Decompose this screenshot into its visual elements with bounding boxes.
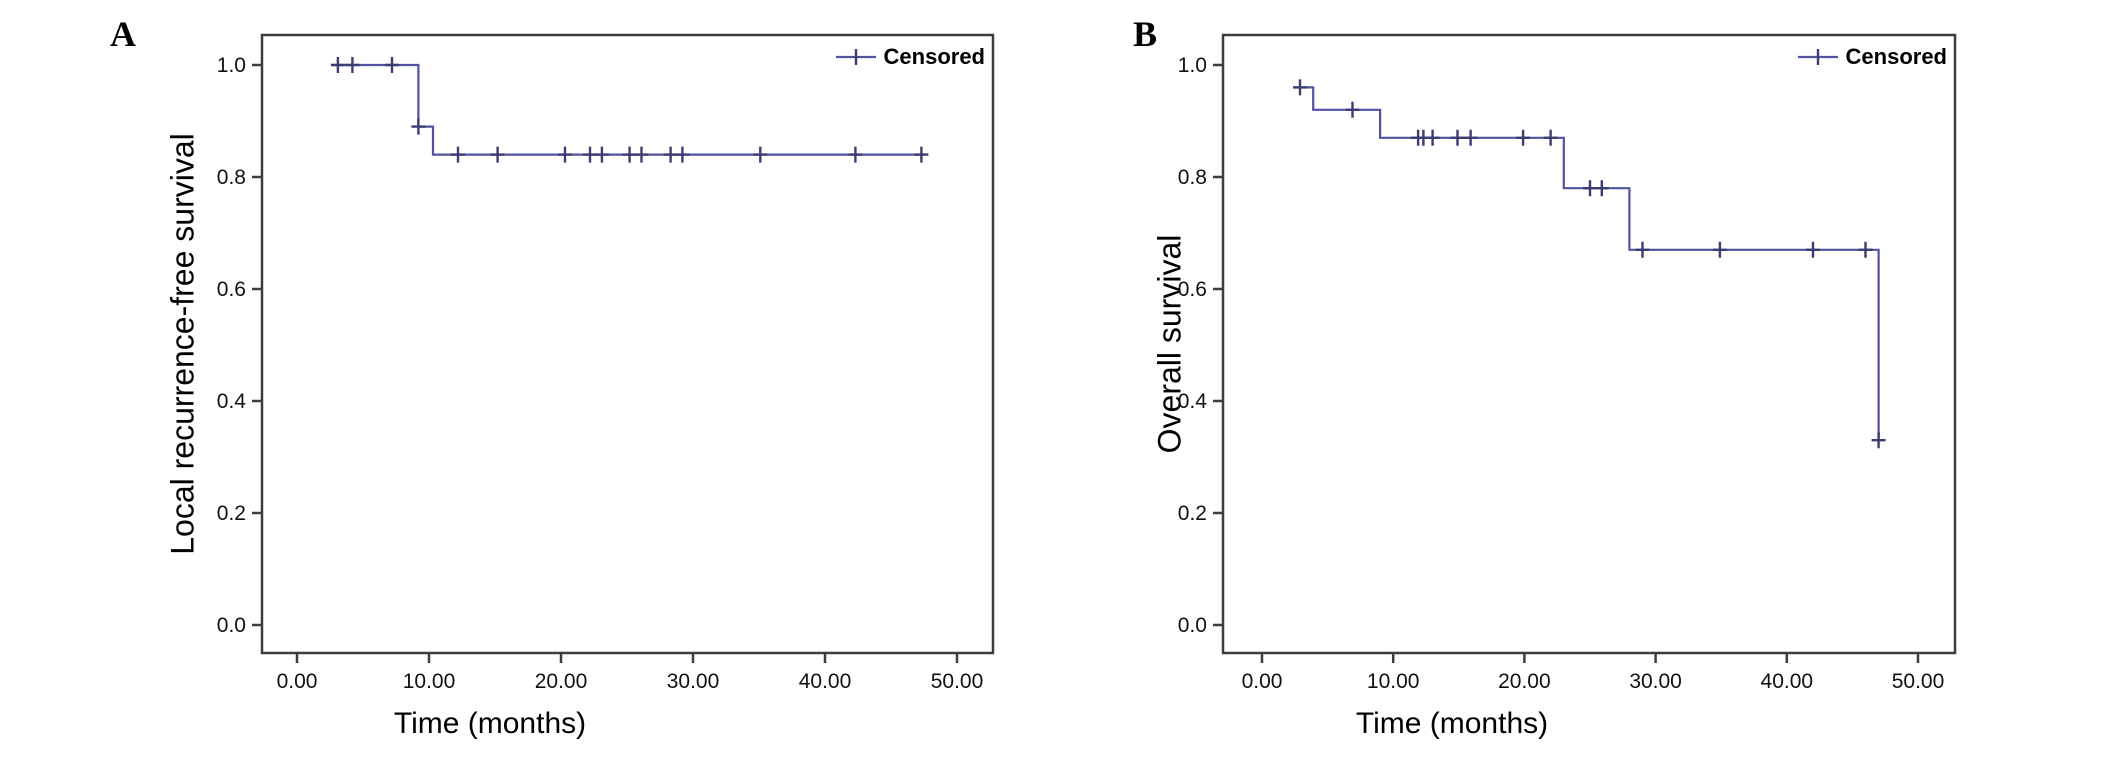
legend-b: Censored	[1797, 44, 1947, 70]
y-tick-label: 0.0	[1178, 614, 1207, 637]
x-tick-label: 30.00	[1629, 670, 1682, 693]
y-tick-label: 0.0	[217, 614, 246, 637]
censor-mark	[914, 146, 929, 163]
censor-mark	[622, 146, 637, 163]
censor-mark	[330, 57, 345, 73]
x-tick-label: 20.00	[535, 670, 588, 693]
censor-mark	[345, 57, 360, 73]
y-tick-label: 1.0	[217, 54, 246, 77]
x-tick-label: 40.00	[1761, 670, 1814, 693]
x-tick-label: 0.00	[1242, 670, 1283, 693]
y-tick-label: 0.2	[1178, 502, 1207, 525]
panel-a: A Local recurrence-free survival 0.00 10.…	[110, 14, 995, 740]
censor-mark	[1635, 241, 1650, 258]
censor-mark	[1712, 241, 1727, 258]
y-tick-label: 0.8	[1178, 166, 1207, 189]
censor-mark	[490, 146, 505, 163]
censor-mark	[558, 146, 572, 163]
y-tick-label: 1.0	[1178, 54, 1207, 77]
x-tick-label: 50.00	[931, 670, 984, 693]
censor-mark	[1345, 101, 1360, 118]
censor-mark	[451, 146, 465, 163]
censored-marker-icon	[1797, 49, 1838, 65]
censor-mark	[583, 146, 597, 163]
censor-mark	[848, 146, 863, 163]
survival-curve	[1294, 86, 1880, 441]
censor-mark	[385, 57, 399, 73]
km-plot-a: 0.00 10.00 20.00 30.00 40.00 50.00 0.0 0.2 0.4 0.…	[217, 33, 995, 693]
y-tick-label: 0.4	[1178, 390, 1208, 413]
km-plot-b: 0.00 10.00 20.00 30.00 40.00 50.00 0.0 0.2 0.4 0.…	[1178, 33, 1957, 693]
censor-mark	[1293, 79, 1307, 96]
x-tick-label: 40.00	[799, 670, 852, 693]
censor-mark	[1858, 241, 1873, 258]
x-tick-label: 30.00	[667, 670, 720, 693]
plot-frame	[1221, 33, 1957, 655]
censor-mark	[1583, 180, 1597, 197]
censor-mark	[594, 146, 609, 163]
censor-mark	[675, 146, 690, 163]
panel-b: B Overall survival 0.00 10.00 20.00 30.00 40…	[1063, 0, 2126, 762]
censor-mark	[1450, 129, 1465, 146]
x-tick-label: 50.00	[1892, 670, 1945, 693]
x-tick-label: 0.00	[277, 670, 318, 693]
censor-mark	[1871, 432, 1886, 449]
censor-mark	[411, 118, 426, 135]
x-axis-title-b: Time (months)	[1355, 707, 1549, 740]
y-tick-label: 0.8	[217, 166, 246, 189]
censor-mark	[1806, 241, 1820, 258]
legend-label: Censored	[883, 44, 985, 69]
censor-mark	[634, 146, 649, 163]
plot-frame	[260, 33, 995, 655]
panel-letter-b: B	[1133, 14, 1158, 54]
legend-a: Censored	[835, 44, 985, 70]
legend-label: Censored	[1845, 44, 1947, 69]
censor-mark	[1463, 129, 1478, 146]
x-axis-title-a: Time (months)	[393, 707, 587, 740]
censor-mark	[1594, 180, 1609, 197]
y-tick-label: 0.6	[1178, 278, 1207, 301]
censor-mark	[663, 146, 678, 163]
y-tick-label: 0.4	[217, 390, 247, 413]
censor-mark	[1543, 129, 1558, 146]
censored-marker-icon	[835, 49, 876, 65]
x-tick-label: 10.00	[403, 670, 456, 693]
y-tick-label: 0.2	[217, 502, 246, 525]
panel-letter-a: A	[110, 14, 136, 54]
censor-mark	[1516, 129, 1531, 146]
x-tick-label: 20.00	[1498, 670, 1551, 693]
censor-mark	[1425, 129, 1440, 146]
x-tick-label: 10.00	[1367, 670, 1420, 693]
censor-mark	[753, 146, 768, 163]
survival-curve	[332, 63, 924, 156]
y-tick-label: 0.6	[217, 278, 246, 301]
